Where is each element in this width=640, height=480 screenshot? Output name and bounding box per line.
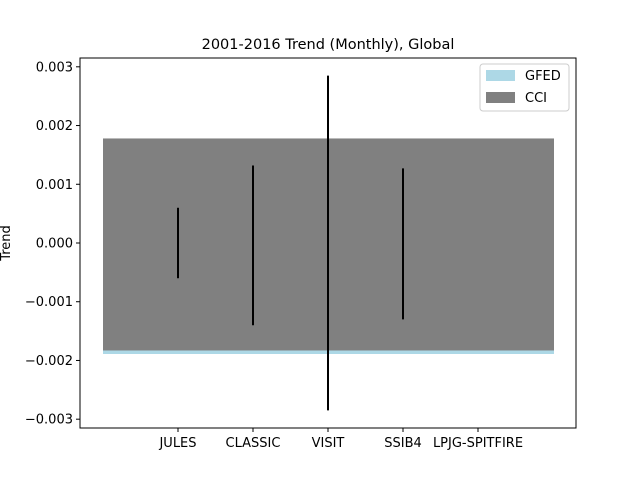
error-bar-layer <box>177 75 404 411</box>
x-axis: JULES CLASSIC VISIT SSIB4 LPJG-SPITFIRE <box>158 428 523 451</box>
y-tick-label: 0.003 <box>36 60 73 75</box>
x-tick-label: JULES <box>158 436 196 451</box>
y-tick-label: −0.003 <box>25 413 73 428</box>
y-tick-label: 0.002 <box>36 119 73 134</box>
x-tick-label: VISIT <box>312 436 345 451</box>
y-tick-label: 0.001 <box>36 178 73 193</box>
x-tick-label: SSIB4 <box>384 436 422 451</box>
legend: GFED CCI <box>479 63 570 112</box>
legend-swatch <box>486 92 515 103</box>
y-axis: −0.003 −0.002 −0.001 0.000 0.001 0.002 0.003 <box>25 60 80 428</box>
y-tick-label: −0.001 <box>25 295 73 310</box>
x-tick-label: CLASSIC <box>226 436 281 451</box>
y-axis-label: Trend <box>0 225 14 262</box>
legend-label: CCI <box>525 91 547 106</box>
chart-title: 2001-2016 Trend (Monthly), Global <box>202 37 455 53</box>
x-tick-label: LPJG-SPITFIRE <box>433 436 523 451</box>
y-tick-label: 0.000 <box>36 237 73 252</box>
y-tick-label: −0.002 <box>25 354 73 369</box>
legend-swatch <box>486 70 515 81</box>
legend-label: GFED <box>525 69 561 84</box>
